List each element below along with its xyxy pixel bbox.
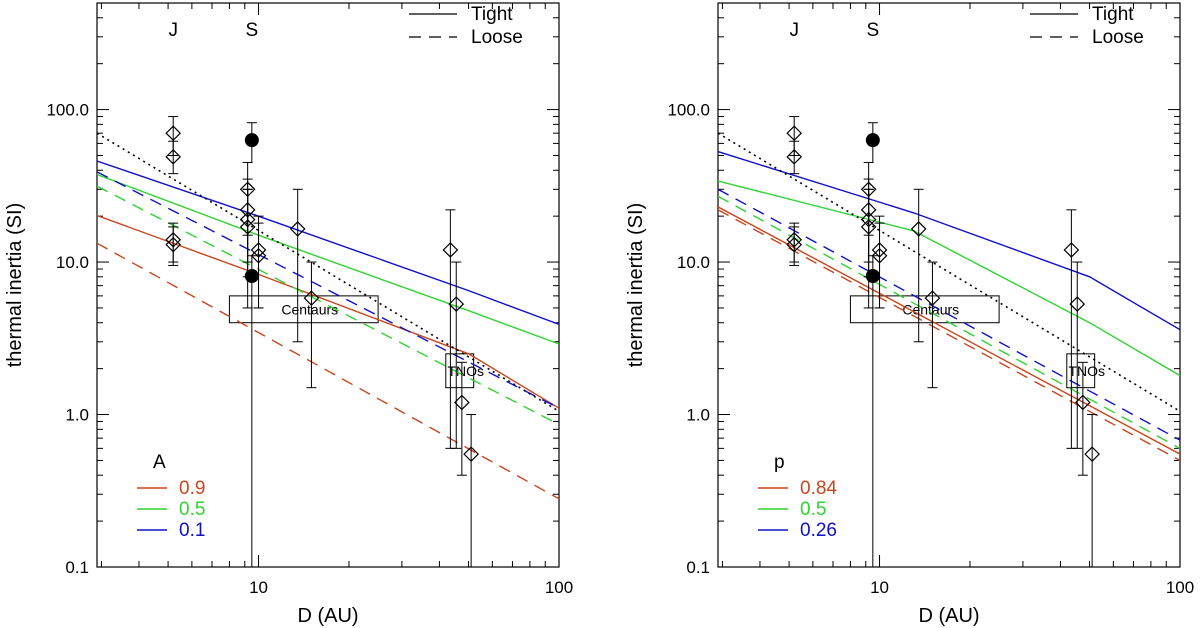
diamond-point — [871, 247, 888, 264]
series-line — [718, 188, 1180, 441]
diamond-point — [165, 148, 182, 165]
diamond-point — [1084, 446, 1100, 462]
param-legend-title: p — [774, 452, 785, 473]
region-box-tnos — [1066, 353, 1096, 389]
param-legend-label: 0.26 — [800, 520, 837, 541]
y-tick-label: 1.0 — [686, 406, 710, 425]
diamond-point — [910, 221, 927, 237]
diamond-point — [165, 236, 182, 253]
y-tick-label: 1.0 — [65, 406, 89, 425]
series-line — [97, 214, 559, 409]
param-legend-label: 0.84 — [800, 478, 837, 499]
diamond-point — [289, 221, 306, 237]
region-label-tnos: TNOs — [1068, 363, 1105, 379]
style-legend-label: Loose — [1092, 27, 1144, 48]
series-line — [97, 185, 559, 426]
series-line — [718, 206, 1180, 455]
diamond-point — [860, 219, 877, 235]
plot-frame — [96, 2, 560, 568]
diamond-point — [786, 236, 803, 253]
series-line — [718, 150, 1180, 331]
param-legend-label: 0.5 — [800, 499, 826, 520]
y-tick-label: 10.0 — [677, 253, 710, 272]
x-tick-label: 100 — [545, 578, 573, 597]
style-legend-label: Loose — [471, 27, 523, 48]
series-line — [97, 160, 559, 326]
y-tick-label: 10.0 — [56, 253, 89, 272]
diamond-point — [448, 296, 465, 312]
y-tick-label: 0.1 — [65, 558, 89, 577]
diamond-point — [1069, 296, 1086, 312]
diamond-point — [303, 290, 320, 306]
region-label-tnos: TNOs — [447, 363, 484, 379]
filled-point — [865, 269, 880, 284]
diamond-point — [165, 125, 182, 142]
region-box-centaurs — [228, 295, 379, 324]
series-line — [97, 242, 559, 500]
x-tick-label: 100 — [1166, 578, 1194, 597]
region-label-centaurs: Centaurs — [281, 301, 338, 317]
region-box-tnos — [445, 353, 475, 389]
chart-panel-right: 10 100 0.1 1.0 10.0 100.0 D (AU) thermal inerti… — [625, 2, 1194, 627]
y-axis-label: thermal inertia (SI) — [625, 203, 647, 368]
diamond-point — [924, 290, 941, 306]
filled-point — [244, 269, 259, 284]
series-line — [718, 132, 1180, 412]
chart-panel-left: 10 100 0.1 1.0 10.0 100.0 D (AU) thermal inerti… — [4, 2, 573, 627]
x-tick-label: 10 — [870, 578, 889, 597]
series-line — [718, 180, 1180, 377]
style-legend-label: Tight — [1092, 4, 1134, 25]
planet-label-j: J — [168, 20, 178, 41]
planet-label-s: S — [245, 20, 258, 41]
param-legend-label: 0.5 — [179, 499, 205, 520]
series-line — [97, 171, 559, 409]
filled-point — [244, 133, 259, 148]
diamond-point — [1063, 242, 1080, 258]
param-legend-title: A — [153, 452, 166, 473]
planet-label-s: S — [866, 20, 879, 41]
diamond-point — [463, 446, 479, 462]
diamond-point — [786, 148, 803, 165]
diamond-point — [1075, 394, 1091, 411]
y-tick-label: 100.0 — [667, 101, 710, 120]
x-axis-label: D (AU) — [918, 605, 979, 627]
diamond-point — [786, 125, 803, 142]
plot-frame — [717, 2, 1181, 568]
y-axis-label: thermal inertia (SI) — [4, 203, 26, 368]
series-line — [97, 132, 559, 412]
param-legend-label: 0.9 — [179, 478, 205, 499]
region-box-centaurs — [849, 295, 1000, 324]
diamond-point — [442, 242, 459, 258]
x-axis-label: D (AU) — [297, 605, 358, 627]
param-legend-label: 0.1 — [179, 520, 205, 541]
style-legend-label: Tight — [471, 4, 513, 25]
planet-label-j: J — [789, 20, 799, 41]
x-tick-label: 10 — [249, 578, 268, 597]
diamond-point — [454, 394, 470, 411]
plot-area: Centaurs TNOs — [97, 116, 559, 567]
y-tick-label: 0.1 — [686, 558, 710, 577]
diamond-point — [239, 219, 256, 235]
series-line — [97, 173, 559, 345]
filled-point — [865, 133, 880, 148]
y-tick-label: 100.0 — [46, 101, 89, 120]
series-line — [718, 195, 1180, 450]
diamond-point — [250, 247, 267, 264]
